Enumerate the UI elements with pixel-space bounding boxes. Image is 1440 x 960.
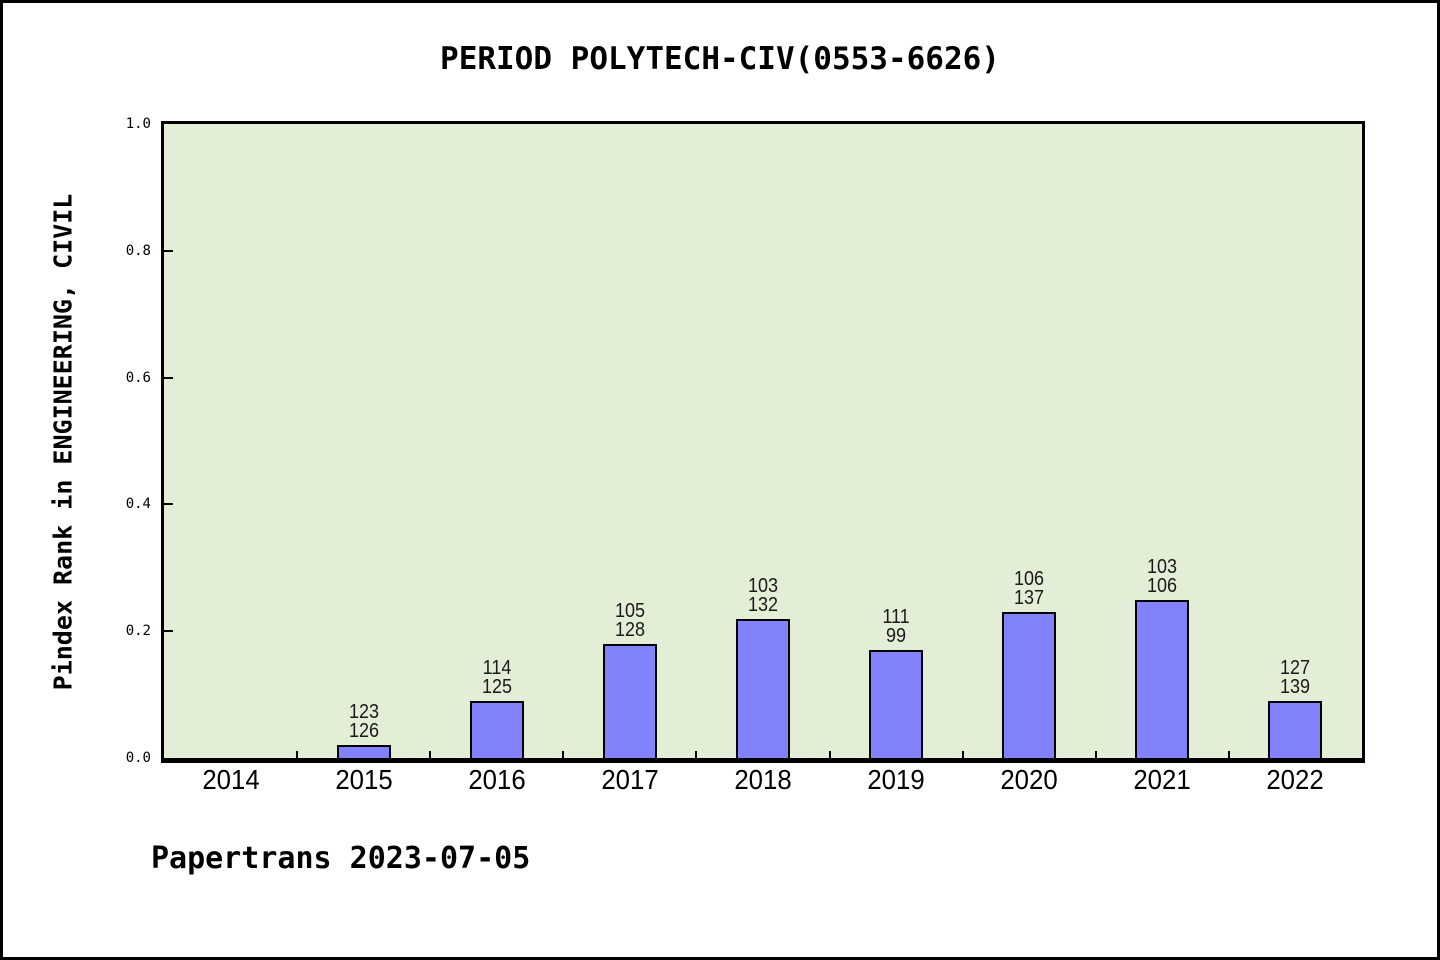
bar	[869, 650, 924, 758]
bar	[1002, 612, 1057, 758]
bar-value-line: 99	[886, 625, 907, 648]
bar-value-line: 105	[614, 599, 645, 622]
bar-value-label: 105 128	[614, 599, 645, 641]
y-tick-label: 0.4	[125, 496, 151, 513]
x-tick-mark	[961, 751, 964, 758]
x-tick-mark	[1094, 751, 1097, 758]
bar-value-line: 106	[1147, 574, 1178, 597]
y-tick-label: 0.6	[125, 369, 151, 386]
bar-value-label: 111 99	[882, 606, 910, 648]
x-tick-label: 2014	[201, 764, 260, 795]
bar-value-line: 126	[348, 720, 379, 743]
bar-value-label: 103 106	[1147, 555, 1178, 597]
bar-value-label: 106 137	[1014, 568, 1045, 610]
x-tick-mark	[429, 751, 432, 758]
watermark-date-label: Papertrans 2023-07-05	[151, 841, 531, 876]
y-axis-label: Pindex Rank in ENGINEERING, CIVIL	[48, 193, 78, 691]
bar-value-line: 137	[1014, 587, 1045, 610]
bar-value-line: 106	[1014, 568, 1045, 591]
bar	[602, 643, 657, 758]
x-tick-mark	[296, 751, 299, 758]
bar-value-line: 127	[1280, 656, 1311, 679]
bar-value-label: 123 126	[348, 701, 379, 743]
x-tick-mark	[695, 751, 698, 758]
y-tick-label: 0.2	[125, 623, 151, 640]
chart-title: PERIOD POLYTECH-CIV(0553-6626)	[440, 41, 1000, 77]
bar-value-line: 114	[482, 656, 512, 679]
x-tick-label: 2016	[468, 764, 526, 795]
y-tick-mark	[164, 249, 173, 252]
x-tick-mark	[828, 751, 831, 758]
bar-value-line: 125	[481, 675, 512, 698]
bar	[469, 700, 524, 758]
y-tick-mark	[164, 503, 173, 506]
bar-value-label: 127 139	[1280, 656, 1311, 698]
bar-value-line: 132	[747, 593, 779, 616]
x-tick-label: 2021	[1133, 764, 1191, 795]
plot-area: 0.0 0.2 0.4 0.6 0.8 1.0 2014 2015 123 126 2016 114 1…	[126, 116, 1365, 795]
x-tick-label: 2020	[1000, 764, 1058, 795]
x-tick-label: 2022	[1266, 764, 1325, 795]
x-tick-mark	[1227, 751, 1230, 758]
bar-value-label: 114 125	[481, 656, 512, 698]
bar	[736, 618, 790, 758]
bar	[1135, 599, 1190, 758]
x-tick-label: 2019	[867, 764, 925, 795]
bar	[336, 745, 391, 758]
x-tick-label: 2018	[734, 764, 792, 795]
bar-value-line: 103	[747, 574, 779, 597]
y-tick-mark	[164, 376, 173, 379]
x-tick-mark	[562, 751, 565, 758]
x-tick-label: 2015	[334, 764, 393, 795]
bar-value-line: 139	[1280, 675, 1311, 698]
y-tick-label: 0.0	[125, 750, 151, 766]
y-tick-label: 0.8	[125, 242, 151, 259]
bar-value-line: 128	[614, 618, 645, 641]
bar	[1268, 700, 1323, 758]
bar-value-line: 103	[1147, 555, 1178, 578]
x-tick-label: 2017	[601, 764, 659, 795]
bar-value-line: 111	[882, 606, 910, 629]
y-tick-mark	[164, 630, 173, 633]
y-tick-label: 1.0	[125, 116, 151, 132]
bar-value-label: 103 132	[747, 574, 779, 616]
bar-value-line: 123	[348, 701, 379, 724]
